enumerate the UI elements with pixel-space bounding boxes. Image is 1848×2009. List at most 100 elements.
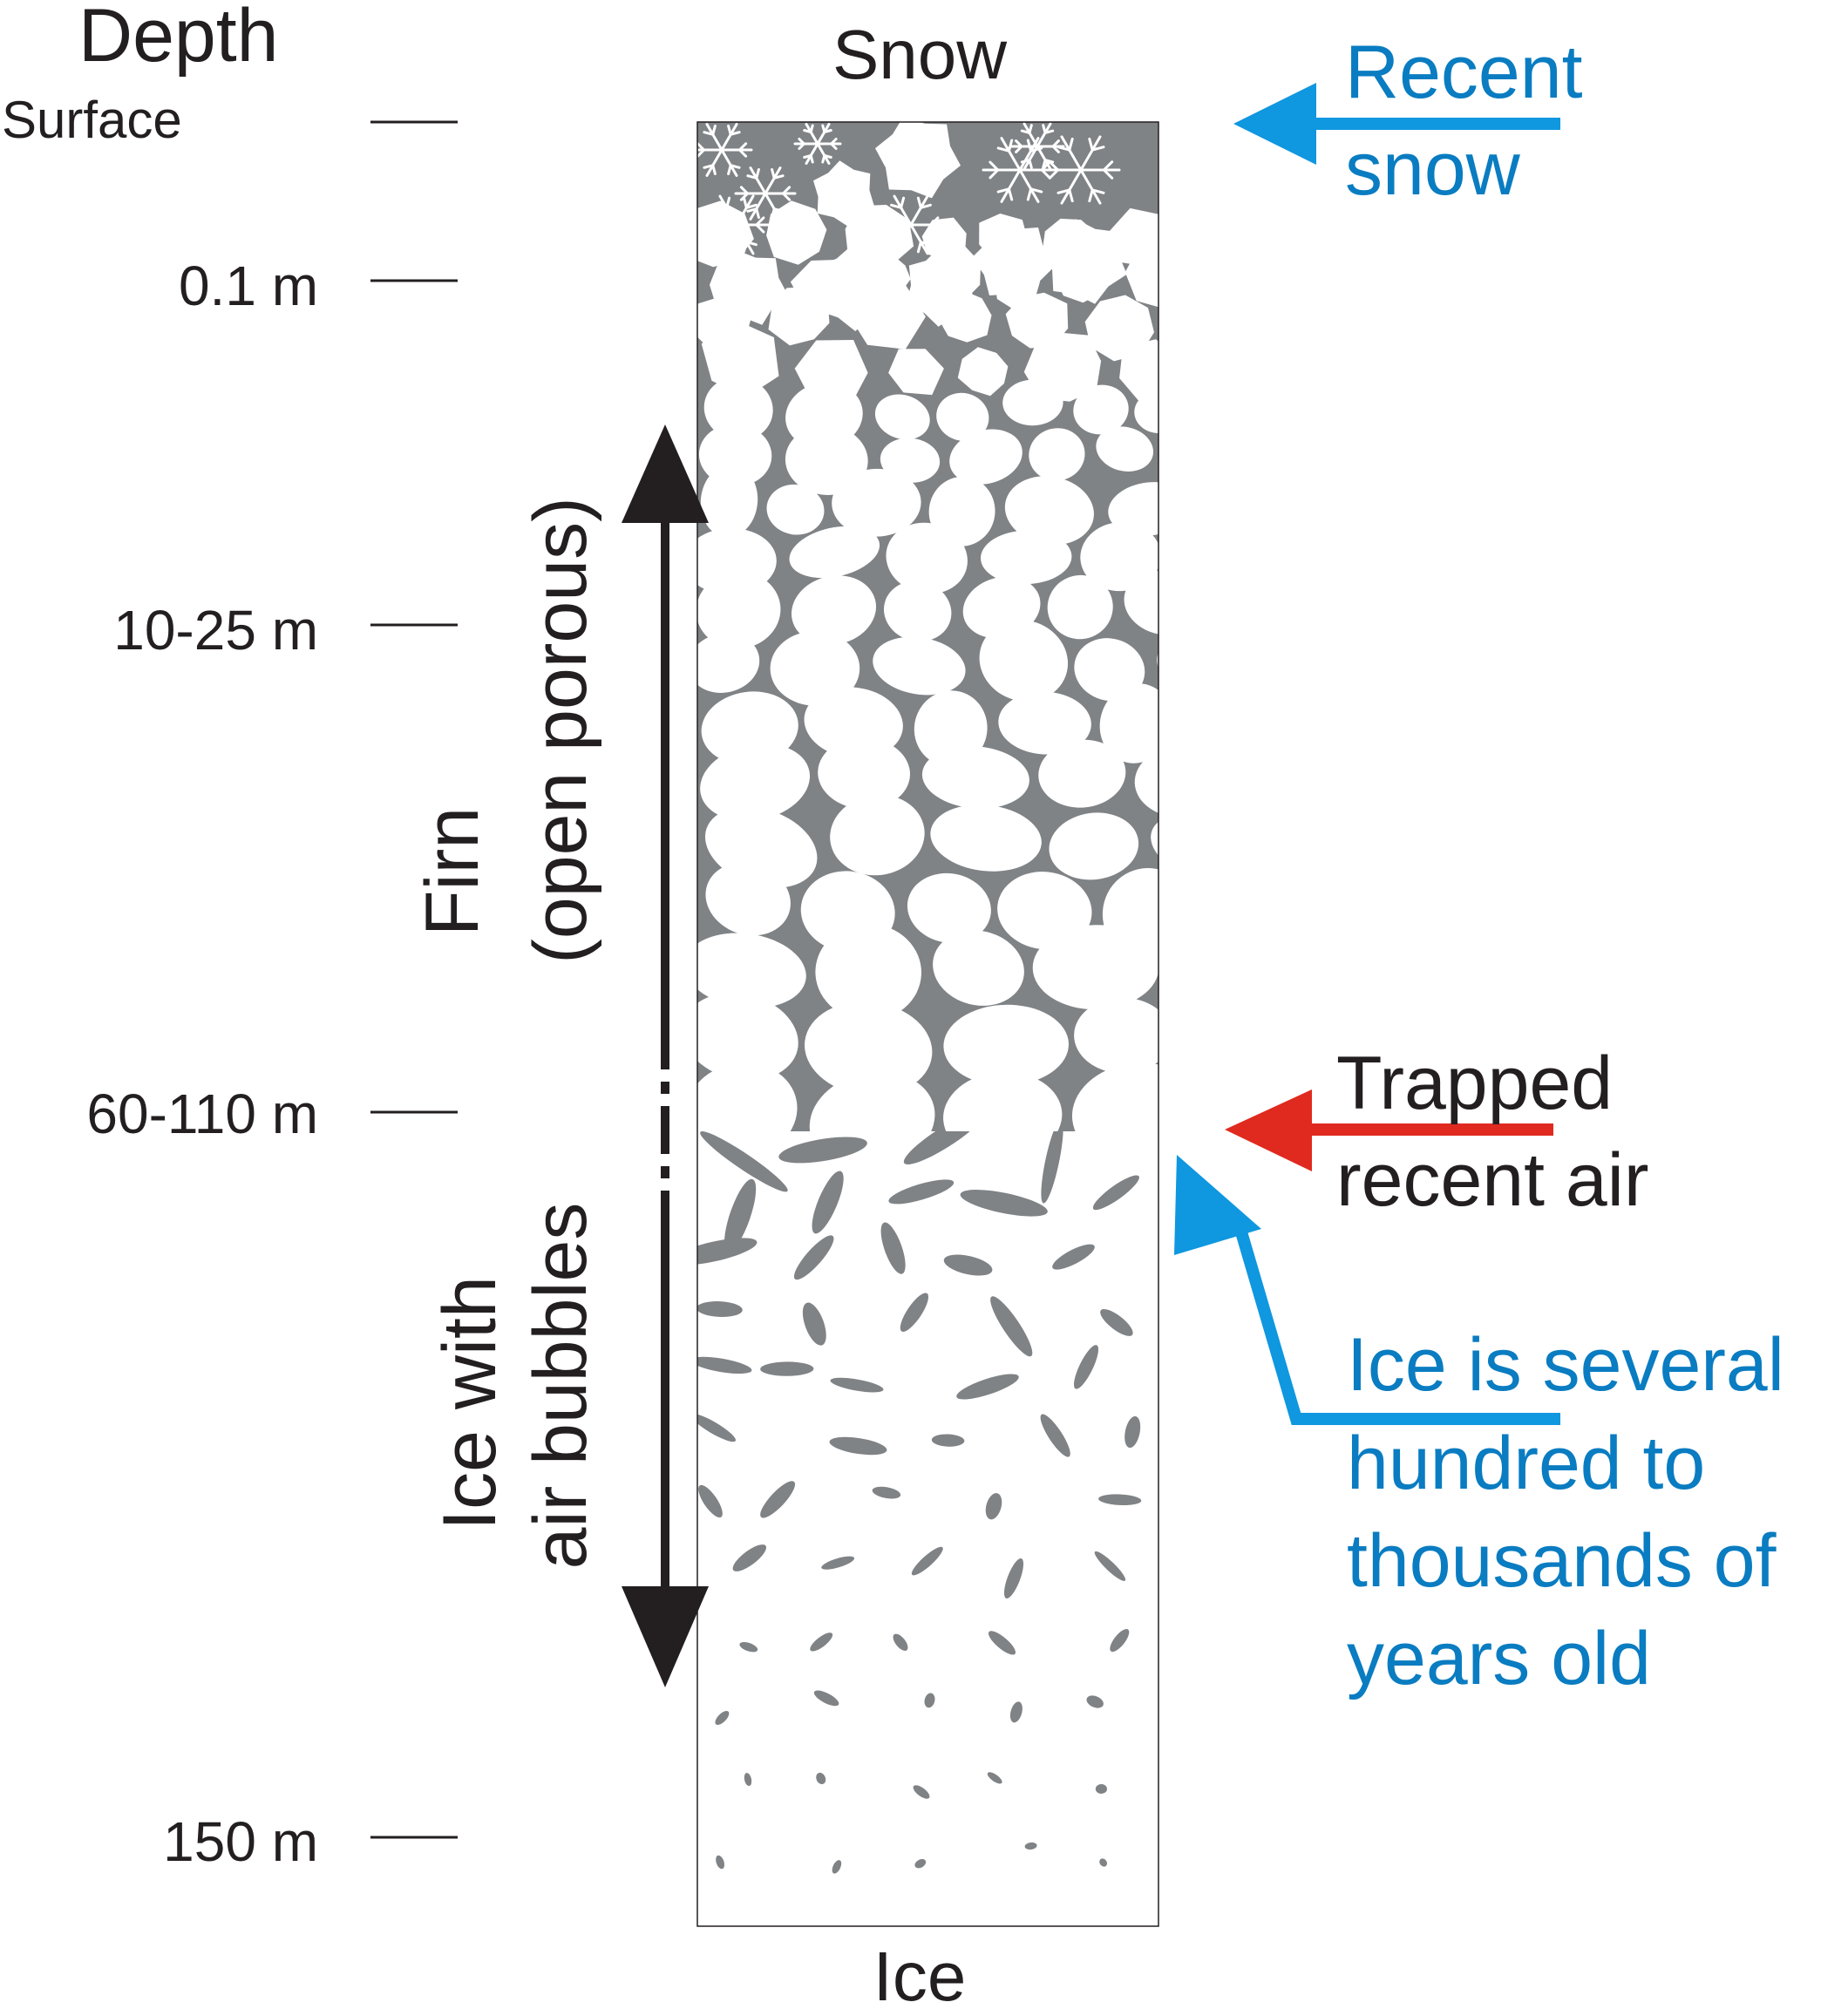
air-bubble [813, 1690, 839, 1707]
snow-grain [888, 349, 944, 396]
air-bubble [1098, 1494, 1142, 1506]
air-bubble [1100, 1308, 1133, 1336]
snow-crystal [813, 160, 874, 227]
depth-label-60-110m: 60-110 m [86, 1083, 318, 1145]
snow-grain [1167, 933, 1260, 1022]
air-bubble [832, 1860, 842, 1874]
air-bubble [913, 1785, 930, 1799]
snow-grain [874, 394, 930, 440]
air-bubble [1003, 1558, 1024, 1599]
snow-grain [1002, 379, 1063, 426]
air-bubble [1110, 1629, 1130, 1653]
snow-grain [809, 1071, 935, 1131]
snow-grain [700, 743, 811, 821]
bottom-label-ice: Ice [873, 1938, 967, 2009]
air-bubble [760, 1481, 796, 1518]
snow-grain [1119, 339, 1158, 404]
firn-label: Firn [411, 807, 494, 936]
air-bubble [697, 1414, 736, 1442]
snowflake-icon [702, 194, 771, 255]
air-bubble [911, 1546, 943, 1576]
snow-grain [886, 522, 968, 594]
snow-grain [921, 746, 1029, 809]
air-bubble [744, 1773, 752, 1787]
air-bubble [1124, 1415, 1141, 1449]
snow-grain [1071, 1062, 1158, 1131]
snow-grain [1170, 294, 1233, 357]
firn-sublabel: (open porous) [519, 497, 602, 963]
snow-grain [770, 631, 860, 706]
snow-grain [805, 1001, 933, 1096]
snow-grain [880, 438, 941, 483]
top-label-snow: Snow [832, 16, 1007, 93]
snow-grain [873, 636, 966, 696]
air-bubble [914, 1858, 927, 1869]
snow-grain [697, 572, 781, 649]
air-bubble [943, 1254, 993, 1276]
snow-crystal [972, 223, 1056, 300]
air-bubble [802, 1302, 826, 1346]
air-bubble [988, 1631, 1016, 1655]
double-headed-arrow-icon [622, 424, 709, 1687]
depth-title: Depth [78, 0, 279, 78]
snowflake-icon [793, 123, 842, 165]
snow-grain [1032, 925, 1158, 1010]
air-bubble [829, 1436, 887, 1456]
air-bubble [816, 1772, 826, 1785]
snow-grain [789, 526, 880, 579]
air-bubble [1040, 1414, 1070, 1457]
snow-grain [1096, 426, 1154, 472]
air-bubble [1009, 1701, 1023, 1723]
snow-grain [1049, 812, 1139, 880]
air-bubble [724, 1178, 757, 1252]
snow-grain [943, 1071, 1063, 1131]
snow-grain [1005, 292, 1069, 349]
air-bubble [697, 1301, 743, 1317]
snow-grain [1157, 634, 1158, 696]
snow-grain [1074, 638, 1145, 702]
snow-grain [1029, 428, 1085, 481]
air-bubble [821, 1556, 855, 1570]
snow-grain [832, 468, 921, 537]
snow-grain [930, 804, 1042, 872]
snow-grain [907, 872, 991, 943]
snow-grain [700, 465, 758, 538]
snow-grain [1124, 243, 1158, 308]
snow-grain [933, 930, 1024, 1006]
air-bubble [1094, 1551, 1126, 1581]
depth-scale: 0.1 m 10-25 m 60-110 m 150 m [86, 120, 458, 1873]
air-bubble [960, 1190, 1048, 1217]
air-bubble [760, 1361, 814, 1376]
air-bubble [987, 1772, 1002, 1784]
air-bubble [697, 1356, 752, 1374]
air-bubble [715, 1711, 730, 1725]
snow-grain [705, 862, 791, 936]
snowflake-icon [1009, 122, 1065, 171]
column-outline [696, 121, 1159, 1927]
air-bubble [1073, 1345, 1099, 1389]
air-bubble [1092, 1175, 1139, 1211]
snow-grain [998, 691, 1091, 755]
snow-grain [936, 392, 989, 441]
snow-grain [703, 377, 773, 441]
snow-grain [957, 347, 1009, 397]
air-bubble [956, 1374, 1019, 1400]
air-bubble [812, 1171, 844, 1234]
trapped-air-arrow [1225, 1089, 1553, 1171]
air-bubble [1099, 1858, 1107, 1867]
snow-grain [1038, 739, 1126, 808]
snow-grain [1166, 522, 1245, 599]
air-bubble [893, 1633, 908, 1652]
air-bubble [810, 1632, 833, 1652]
air-bubble [1024, 1842, 1037, 1850]
snow-grain [766, 200, 827, 265]
depth-label-0-1m: 0.1 m [179, 255, 318, 317]
snow-grain [979, 620, 1069, 702]
air-bubbles [697, 1131, 1142, 1874]
recent-snow-arrow [1233, 83, 1560, 165]
air-bubble [880, 1222, 906, 1274]
snow-grain [697, 933, 806, 1008]
snow-grain [791, 575, 877, 645]
air-bubble [1095, 1783, 1107, 1795]
